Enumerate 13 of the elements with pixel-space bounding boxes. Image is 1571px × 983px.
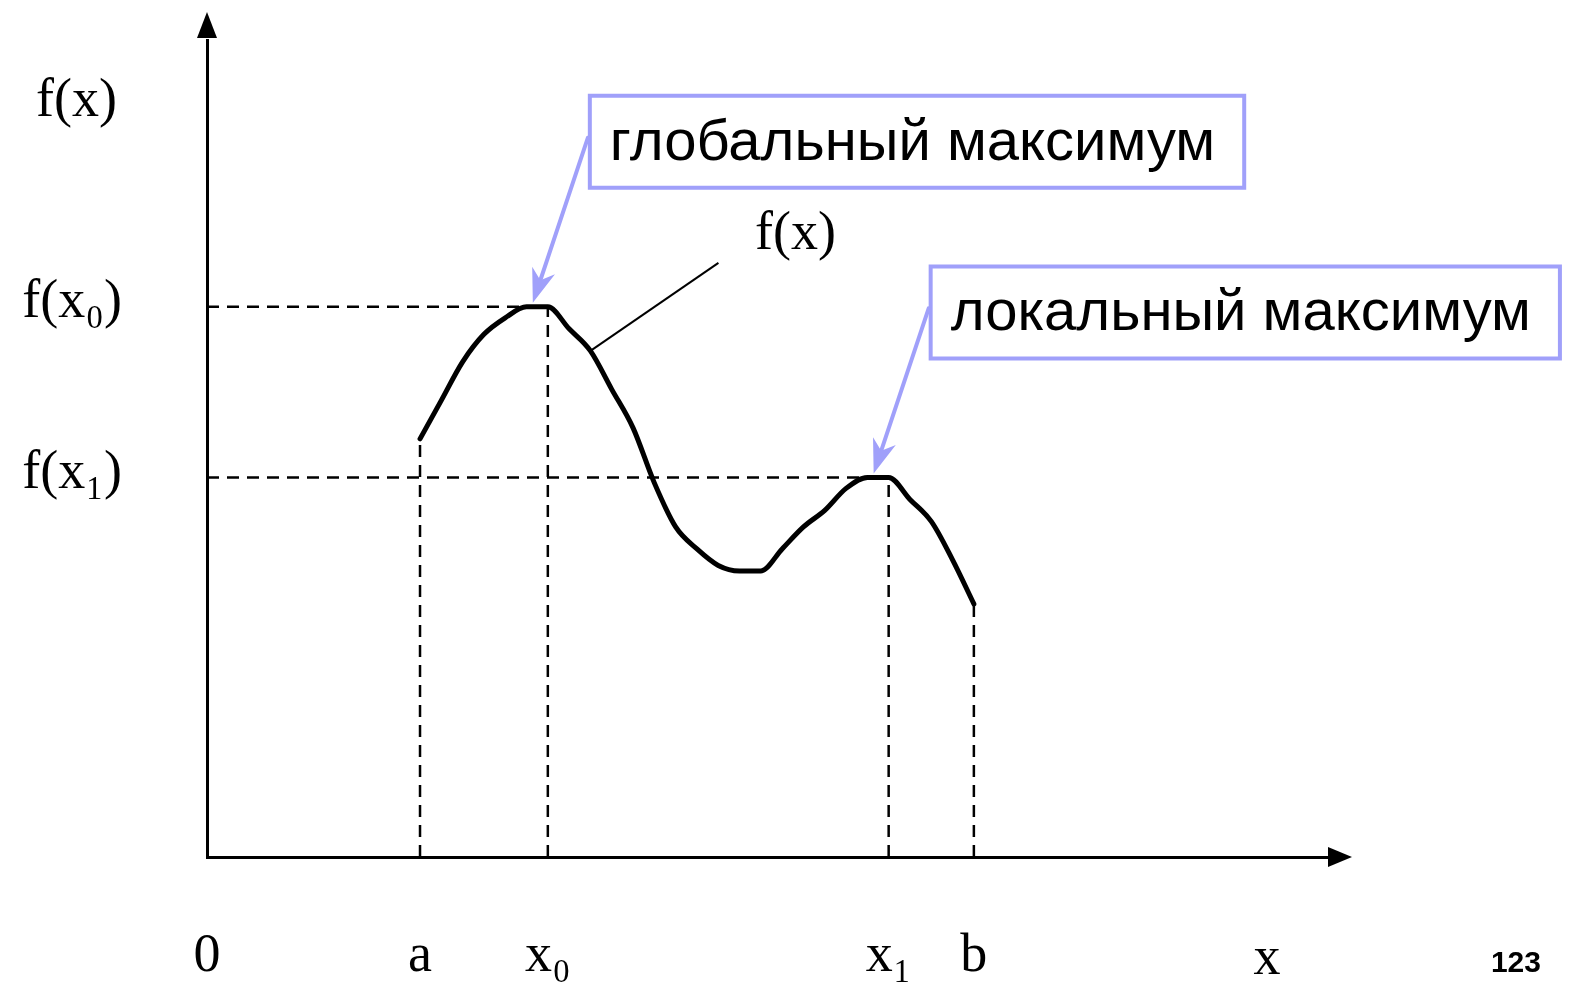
y-axis-title: f(x) xyxy=(36,68,117,129)
x-axis-title: x xyxy=(1253,926,1281,983)
ref-line-label: f(x₀) xyxy=(22,269,122,330)
annotation: локальный максимум xyxy=(950,277,1531,343)
x-tick-label: b xyxy=(960,922,988,983)
text: 123 xyxy=(1490,945,1541,979)
ref-line-label: f(x₁) xyxy=(22,439,122,500)
x-tick-label: 0 xyxy=(193,922,221,983)
text: f(x) xyxy=(754,201,836,262)
x-tick-label: x₀ xyxy=(524,922,571,983)
x-tick-label: a xyxy=(408,922,433,983)
annotation: глобальный максимум xyxy=(609,106,1216,172)
x-tick-label: x₁ xyxy=(865,922,912,983)
